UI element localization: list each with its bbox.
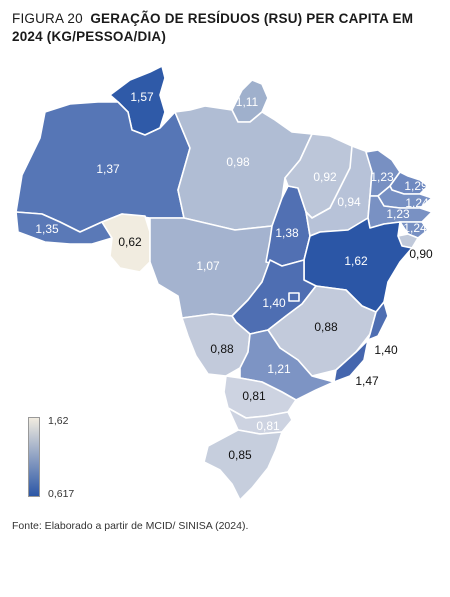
state-value-ac: 1,35 xyxy=(35,222,59,236)
figure-title: FIGURA 20 GERAÇÃO DE RESÍDUOS (RSU) PER … xyxy=(12,10,442,46)
state-value-mg: 0,88 xyxy=(314,320,338,334)
state-value-to: 1,38 xyxy=(275,226,299,240)
state-value-sp: 1,21 xyxy=(267,362,291,376)
state-value-am: 1,37 xyxy=(96,162,120,176)
state-value-es: 1,40 xyxy=(374,343,398,357)
state-value-rs: 0,85 xyxy=(228,448,252,462)
source-note: Fonte: Elaborado a partir de MCID/ SINIS… xyxy=(12,520,249,532)
figure-number: FIGURA 20 xyxy=(12,11,83,26)
state-al xyxy=(399,221,429,239)
state-value-ba: 1,62 xyxy=(344,254,368,268)
state-value-al: 1,24 xyxy=(403,221,427,235)
state-value-pe: 1,23 xyxy=(386,207,410,221)
state-rs xyxy=(203,429,283,501)
state-value-go: 1,40 xyxy=(262,296,286,310)
state-value-mt: 1,07 xyxy=(196,259,220,273)
state-value-sc: 0,81 xyxy=(256,419,280,433)
state-value-ma: 0,92 xyxy=(313,170,337,184)
state-value-ro: 0,62 xyxy=(118,235,142,249)
legend-color-ramp xyxy=(28,417,40,497)
state-value-rr: 1,57 xyxy=(130,90,154,104)
state-value-pr: 0,81 xyxy=(242,389,266,403)
state-ro xyxy=(101,213,151,273)
figure-title-text: GERAÇÃO DE RESÍDUOS (RSU) PER CAPITA EM … xyxy=(12,11,414,44)
state-value-pa: 0,98 xyxy=(226,155,250,169)
legend-max-label: 1,62 xyxy=(48,415,69,427)
state-value-ap: 1,11 xyxy=(236,95,259,109)
state-value-rn: 1,29 xyxy=(404,179,428,193)
state-es xyxy=(367,301,389,341)
state-value-pb: 1,24 xyxy=(405,196,429,210)
state-df xyxy=(288,292,300,302)
legend-min-label: 0,617 xyxy=(48,488,75,500)
state-value-ms: 0,88 xyxy=(210,342,234,356)
state-value-pi: 0,94 xyxy=(337,195,361,209)
state-value-ce: 1,23 xyxy=(370,170,394,184)
state-value-se: 0,90 xyxy=(409,247,433,261)
state-value-rj: 1,47 xyxy=(355,374,379,388)
